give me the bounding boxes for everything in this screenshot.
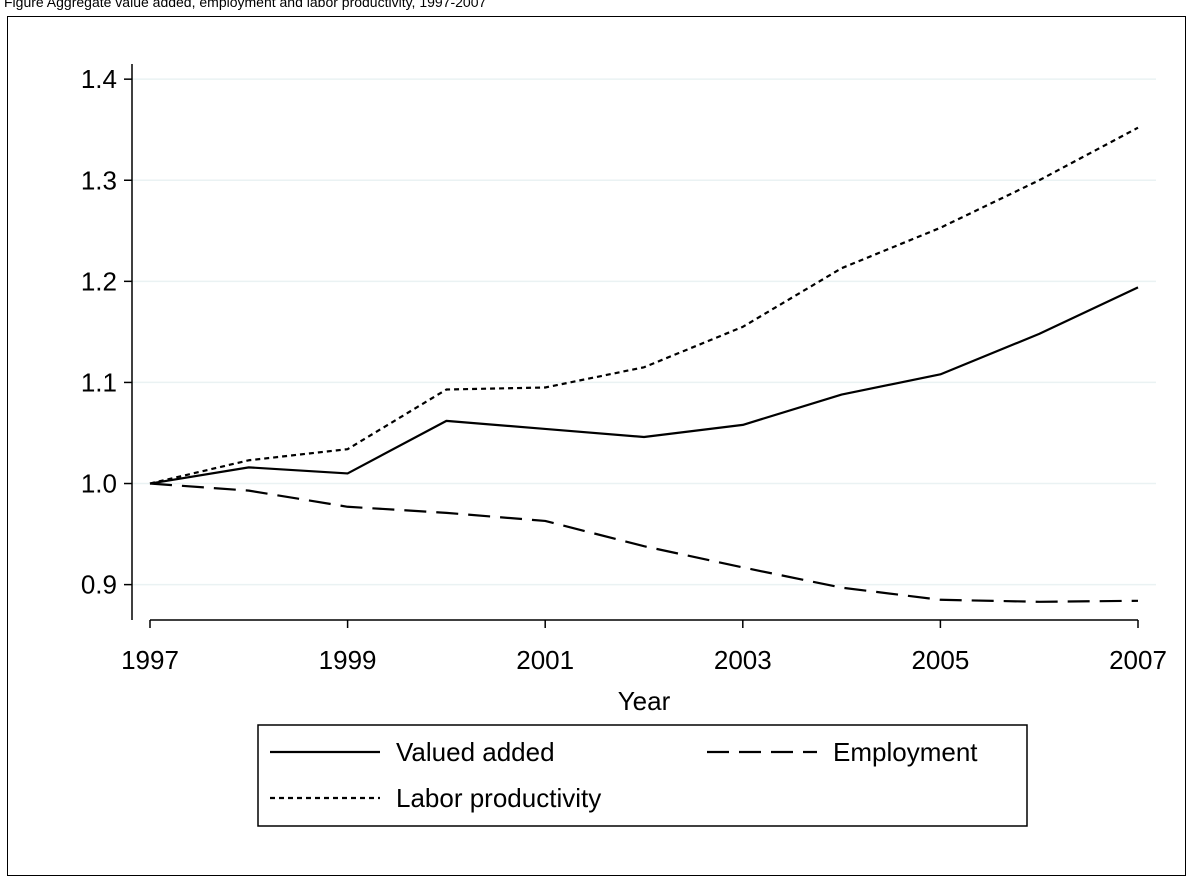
y-tick-label: 0.9 bbox=[81, 570, 117, 600]
legend: Valued added Employment Labor productivity bbox=[257, 724, 1028, 827]
legend-label: Valued added bbox=[396, 737, 555, 767]
legend-box bbox=[257, 724, 1028, 827]
x-axis: 1997 1999 2001 2003 2005 2007 bbox=[121, 620, 1167, 675]
x-tick-label: 1997 bbox=[121, 645, 179, 675]
x-tick-label: 2005 bbox=[911, 645, 969, 675]
legend-label: Labor productivity bbox=[396, 783, 601, 813]
y-tick-label: 1.2 bbox=[81, 266, 117, 296]
x-tick-label: 2007 bbox=[1109, 645, 1167, 675]
x-axis-title: Year bbox=[618, 686, 671, 716]
gridlines bbox=[132, 78, 1156, 586]
figure-caption: Figure Aggregate value added, employment… bbox=[4, 0, 487, 10]
y-tick-label: 1.3 bbox=[81, 165, 117, 195]
y-tick-label: 1.4 bbox=[81, 64, 117, 94]
y-tick-label: 1.0 bbox=[81, 469, 117, 499]
x-tick-label: 2001 bbox=[516, 645, 574, 675]
series-lines bbox=[149, 126, 1139, 603]
x-tick-label: 2003 bbox=[714, 645, 772, 675]
series-line-labor-productivity bbox=[149, 126, 1139, 485]
y-tick-label: 1.1 bbox=[81, 367, 117, 397]
series-line-valued-added bbox=[149, 286, 1139, 485]
legend-label: Employment bbox=[833, 737, 978, 767]
y-axis: 0.9 1.0 1.1 1.2 1.3 1.4 bbox=[81, 64, 132, 600]
series-line-employment bbox=[149, 482, 1139, 603]
x-tick-label: 1999 bbox=[319, 645, 377, 675]
